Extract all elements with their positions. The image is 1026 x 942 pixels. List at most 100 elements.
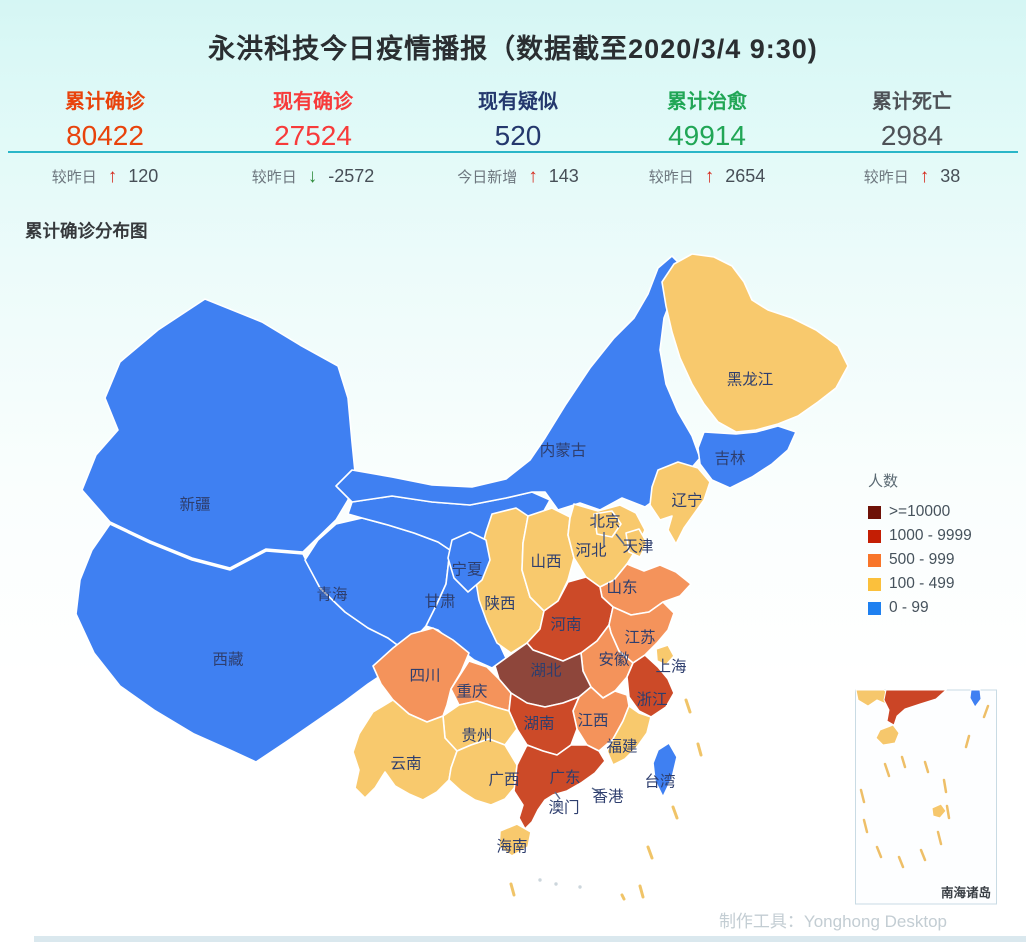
province-label-22: 湖南 bbox=[523, 715, 554, 733]
province-zhejiang[interactable] bbox=[626, 654, 675, 718]
sea-island-mark bbox=[671, 805, 679, 820]
province-label-31: 台湾 bbox=[644, 773, 675, 791]
province-liaoning[interactable] bbox=[649, 461, 711, 545]
province-guangdong[interactable] bbox=[513, 744, 606, 830]
nine-dash-segment bbox=[945, 804, 951, 820]
province-label-30: 海南 bbox=[496, 838, 527, 856]
sea-island-mark bbox=[638, 884, 645, 899]
province-jilin[interactable] bbox=[697, 425, 797, 489]
legend-swatch-icon bbox=[868, 553, 881, 567]
province-label-19: 湖北 bbox=[530, 662, 562, 680]
sea-island-mark bbox=[646, 845, 654, 860]
legend-item[interactable]: 100 - 499 bbox=[868, 572, 972, 596]
stat-change: 较昨日 ↑ 120 bbox=[0, 166, 210, 187]
sea-island-mark bbox=[684, 698, 692, 714]
legend-swatch-icon bbox=[868, 505, 881, 519]
inset-hainan-shape bbox=[875, 724, 900, 746]
legend-item[interactable]: 1000 - 9999 bbox=[868, 524, 972, 548]
inset-title: 南海诸岛 bbox=[941, 885, 991, 900]
province-fujian[interactable] bbox=[606, 705, 652, 766]
province-label-14: 山东 bbox=[606, 579, 637, 597]
province-label-12: 山西 bbox=[530, 553, 561, 571]
stat-value: 27524 bbox=[274, 120, 352, 151]
map-legend: 人数 >=10000 1000 - 9999 500 - 999 100 - 4… bbox=[868, 470, 972, 620]
stat-label: 现有疑似 bbox=[478, 91, 558, 113]
legend-item[interactable]: 500 - 999 bbox=[868, 548, 972, 572]
province-hunan[interactable] bbox=[508, 692, 580, 756]
legend-item[interactable]: 0 - 99 bbox=[868, 596, 972, 620]
legend-title: 人数 bbox=[868, 473, 899, 490]
bottom-scrollbar[interactable] bbox=[34, 936, 1026, 942]
inset-islet-cluster bbox=[931, 803, 947, 819]
province-label-1: 西藏 bbox=[212, 651, 243, 669]
province-label-28: 四川 bbox=[409, 668, 440, 685]
change-label: 较昨日 bbox=[251, 169, 297, 186]
sea-islet-dot bbox=[578, 885, 582, 889]
province-label-5: 内蒙古 bbox=[540, 442, 587, 460]
province-beijing[interactable] bbox=[593, 510, 622, 538]
province-tianjin[interactable] bbox=[625, 528, 648, 558]
inset-taiwan-shape bbox=[969, 689, 982, 708]
change-label: 较昨日 bbox=[51, 169, 97, 186]
province-label-24: 广东 bbox=[549, 769, 580, 787]
stat-label: 现有确诊 bbox=[273, 91, 353, 113]
change-arrow-icon: ↑ bbox=[528, 166, 538, 187]
province-label-10: 北京 bbox=[589, 513, 620, 531]
province-label-17: 安徽 bbox=[598, 651, 630, 669]
stat-card-current-confirmed: 现有确诊 27524 较昨日 ↓ -2572 bbox=[208, 90, 418, 187]
legend-item-label: 500 - 999 bbox=[889, 551, 955, 568]
province-label-29: 云南 bbox=[390, 755, 421, 773]
province-hainan[interactable] bbox=[498, 823, 532, 857]
nine-dash-segment bbox=[897, 855, 905, 869]
legend-swatch-icon bbox=[868, 529, 881, 543]
south-china-sea-inset: 南海诸岛 bbox=[855, 689, 997, 905]
province-label-23: 福建 bbox=[606, 738, 637, 756]
province-label-7: 吉林 bbox=[714, 450, 746, 468]
sea-islet-dot bbox=[538, 878, 542, 882]
change-value: 143 bbox=[548, 166, 579, 186]
change-label: 较昨日 bbox=[648, 169, 694, 186]
stat-label: 累计治愈 bbox=[667, 91, 747, 113]
page-title: 永洪科技今日疫情播报（数据截至2020/3/4 9:30) bbox=[208, 34, 818, 64]
inset-guangdong-shape bbox=[883, 689, 948, 726]
province-heilongjiang[interactable] bbox=[661, 253, 849, 433]
nine-dash-segment bbox=[964, 734, 971, 749]
province-label-11: 天津 bbox=[622, 538, 653, 556]
nine-dash-segment bbox=[936, 830, 943, 846]
stat-value: 49914 bbox=[668, 120, 746, 151]
change-value: 120 bbox=[128, 166, 159, 186]
sea-island-mark bbox=[620, 893, 626, 901]
province-yunnan[interactable] bbox=[352, 699, 458, 801]
province-shanghai[interactable] bbox=[655, 644, 675, 666]
stat-card-current-suspected: 现有疑似 520 今日新增 ↑ 143 bbox=[413, 90, 623, 187]
divider-line bbox=[8, 151, 1018, 153]
stat-change: 今日新增 ↑ 143 bbox=[413, 166, 623, 187]
sea-islet-dot bbox=[554, 882, 558, 886]
legend-item-label: 100 - 499 bbox=[889, 575, 955, 592]
stat-card-cumulative-confirmed: 累计确诊 80422 较昨日 ↑ 120 bbox=[0, 90, 210, 187]
province-taiwan[interactable] bbox=[652, 742, 678, 798]
nine-dash-segment bbox=[923, 760, 930, 774]
stat-label: 累计死亡 bbox=[872, 91, 952, 113]
legend-item-label: 0 - 99 bbox=[889, 599, 929, 616]
sea-island-mark bbox=[509, 882, 516, 897]
province-label-21: 江西 bbox=[577, 712, 608, 730]
province-sichuan[interactable] bbox=[372, 627, 470, 723]
nine-dash-segment bbox=[900, 755, 907, 769]
province-label-2: 青海 bbox=[316, 586, 347, 604]
province-xinjiang[interactable] bbox=[81, 298, 356, 569]
province-tibet[interactable] bbox=[75, 523, 405, 763]
nine-dash-segment bbox=[859, 788, 866, 804]
change-label: 今日新增 bbox=[457, 169, 518, 186]
province-inner-mongolia[interactable] bbox=[335, 255, 701, 511]
legend-swatch-icon bbox=[868, 577, 881, 591]
nine-dash-segment bbox=[982, 704, 990, 719]
change-arrow-icon: ↑ bbox=[919, 166, 930, 187]
change-value: 2654 bbox=[725, 166, 766, 186]
legend-item-label: 1000 - 9999 bbox=[889, 527, 972, 544]
province-ningxia[interactable] bbox=[447, 531, 491, 593]
change-value: 38 bbox=[940, 166, 961, 186]
legend-item-label: >=10000 bbox=[889, 503, 951, 520]
change-arrow-icon: ↑ bbox=[107, 166, 118, 187]
legend-item[interactable]: >=10000 bbox=[868, 500, 972, 524]
